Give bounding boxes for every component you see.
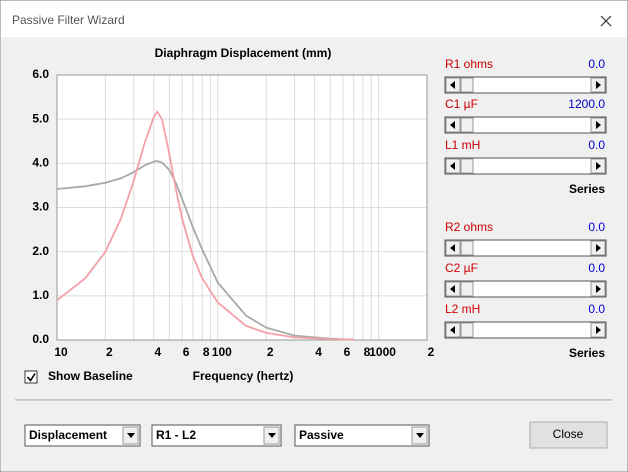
- scrollbar[interactable]: [444, 157, 607, 175]
- x-tick-label: 8: [203, 345, 210, 359]
- close-icon[interactable]: [600, 15, 612, 27]
- control-label: R1 ohms: [445, 57, 493, 71]
- scroll-thumb[interactable]: [460, 240, 474, 256]
- group-label: Series: [569, 346, 605, 360]
- dropdown-value[interactable]: R1 - L2: [156, 428, 196, 442]
- x-tick-label: 1000: [369, 345, 396, 359]
- y-tick-label: 1.0: [32, 288, 49, 302]
- close-button-label[interactable]: Close: [553, 427, 584, 441]
- chart-title: Diaphragm Displacement (mm): [155, 46, 332, 60]
- scrollbar[interactable]: [444, 76, 607, 94]
- y-tick-label: 2.0: [32, 244, 49, 258]
- scroll-thumb[interactable]: [460, 117, 474, 133]
- x-tick-label: 4: [154, 345, 161, 359]
- arrow-left: [450, 244, 455, 252]
- scrollbar[interactable]: [444, 239, 607, 257]
- x-tick-label: 2: [106, 345, 113, 359]
- x-axis-label: Frequency (hertz): [193, 369, 294, 383]
- title-bar: [1, 1, 627, 37]
- y-tick-label: 5.0: [32, 111, 49, 125]
- window-title: Passive Filter Wizard: [12, 13, 125, 27]
- y-tick-label: 0.0: [32, 332, 49, 346]
- control-value: 0.0: [588, 302, 605, 316]
- close-button[interactable]: [529, 421, 608, 449]
- plot-border: [56, 74, 428, 341]
- arrow-left: [450, 81, 455, 89]
- dropdown-arrow: [127, 433, 135, 438]
- x-tick-label: 8: [364, 345, 371, 359]
- scrollbar[interactable]: [444, 280, 607, 298]
- control-value: 0.0: [588, 57, 605, 71]
- control-value: 0.0: [588, 220, 605, 234]
- dropdown-arrow: [416, 433, 424, 438]
- dropdown-arrow: [268, 433, 276, 438]
- group-label: Series: [569, 182, 605, 196]
- x-tick-label: 10: [54, 345, 68, 359]
- control-value: 0.0: [588, 138, 605, 152]
- dropdown[interactable]: [24, 424, 141, 447]
- x-tick-label: 2: [428, 345, 435, 359]
- x-tick-label: 100: [212, 345, 232, 359]
- scroll-thumb[interactable]: [460, 322, 474, 338]
- control-label: L2 mH: [445, 302, 480, 316]
- control-label: C1 µF: [445, 97, 478, 111]
- dropdown-value[interactable]: Passive: [299, 428, 344, 442]
- arrow-right: [596, 285, 601, 293]
- x-tick-label: 2: [267, 345, 274, 359]
- x-tick-label: 6: [183, 345, 190, 359]
- y-tick-label: 4.0: [32, 156, 49, 170]
- arrow-right: [596, 326, 601, 334]
- control-label: L1 mH: [445, 138, 480, 152]
- dropdown[interactable]: [151, 424, 282, 447]
- dropdown[interactable]: [294, 424, 430, 447]
- y-tick-label: 3.0: [32, 200, 49, 214]
- arrow-right: [596, 244, 601, 252]
- scrollbar[interactable]: [444, 321, 607, 339]
- arrow-left: [450, 285, 455, 293]
- arrow-right: [596, 81, 601, 89]
- arrow-left: [450, 326, 455, 334]
- control-value: 1200.0: [568, 97, 605, 111]
- arrow-left: [450, 121, 455, 129]
- control-label: R2 ohms: [445, 220, 493, 234]
- scroll-thumb[interactable]: [460, 158, 474, 174]
- scroll-thumb[interactable]: [460, 77, 474, 93]
- checkbox-check: [26, 373, 36, 382]
- checkbox-label[interactable]: Show Baseline: [48, 369, 133, 383]
- y-tick-label: 6.0: [32, 67, 49, 81]
- arrow-left: [450, 162, 455, 170]
- data-line: [56, 110, 354, 341]
- control-label: C2 µF: [445, 261, 478, 275]
- x-tick-label: 4: [315, 345, 322, 359]
- control-value: 0.0: [588, 261, 605, 275]
- arrow-right: [596, 162, 601, 170]
- arrow-right: [596, 121, 601, 129]
- dropdown-value[interactable]: Displacement: [29, 428, 107, 442]
- scroll-thumb[interactable]: [460, 281, 474, 297]
- scrollbar[interactable]: [444, 116, 607, 134]
- x-tick-label: 6: [344, 345, 351, 359]
